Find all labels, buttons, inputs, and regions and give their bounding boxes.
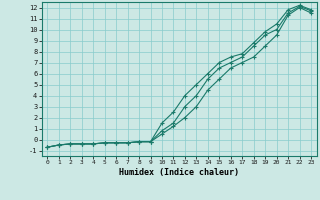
X-axis label: Humidex (Indice chaleur): Humidex (Indice chaleur): [119, 168, 239, 177]
